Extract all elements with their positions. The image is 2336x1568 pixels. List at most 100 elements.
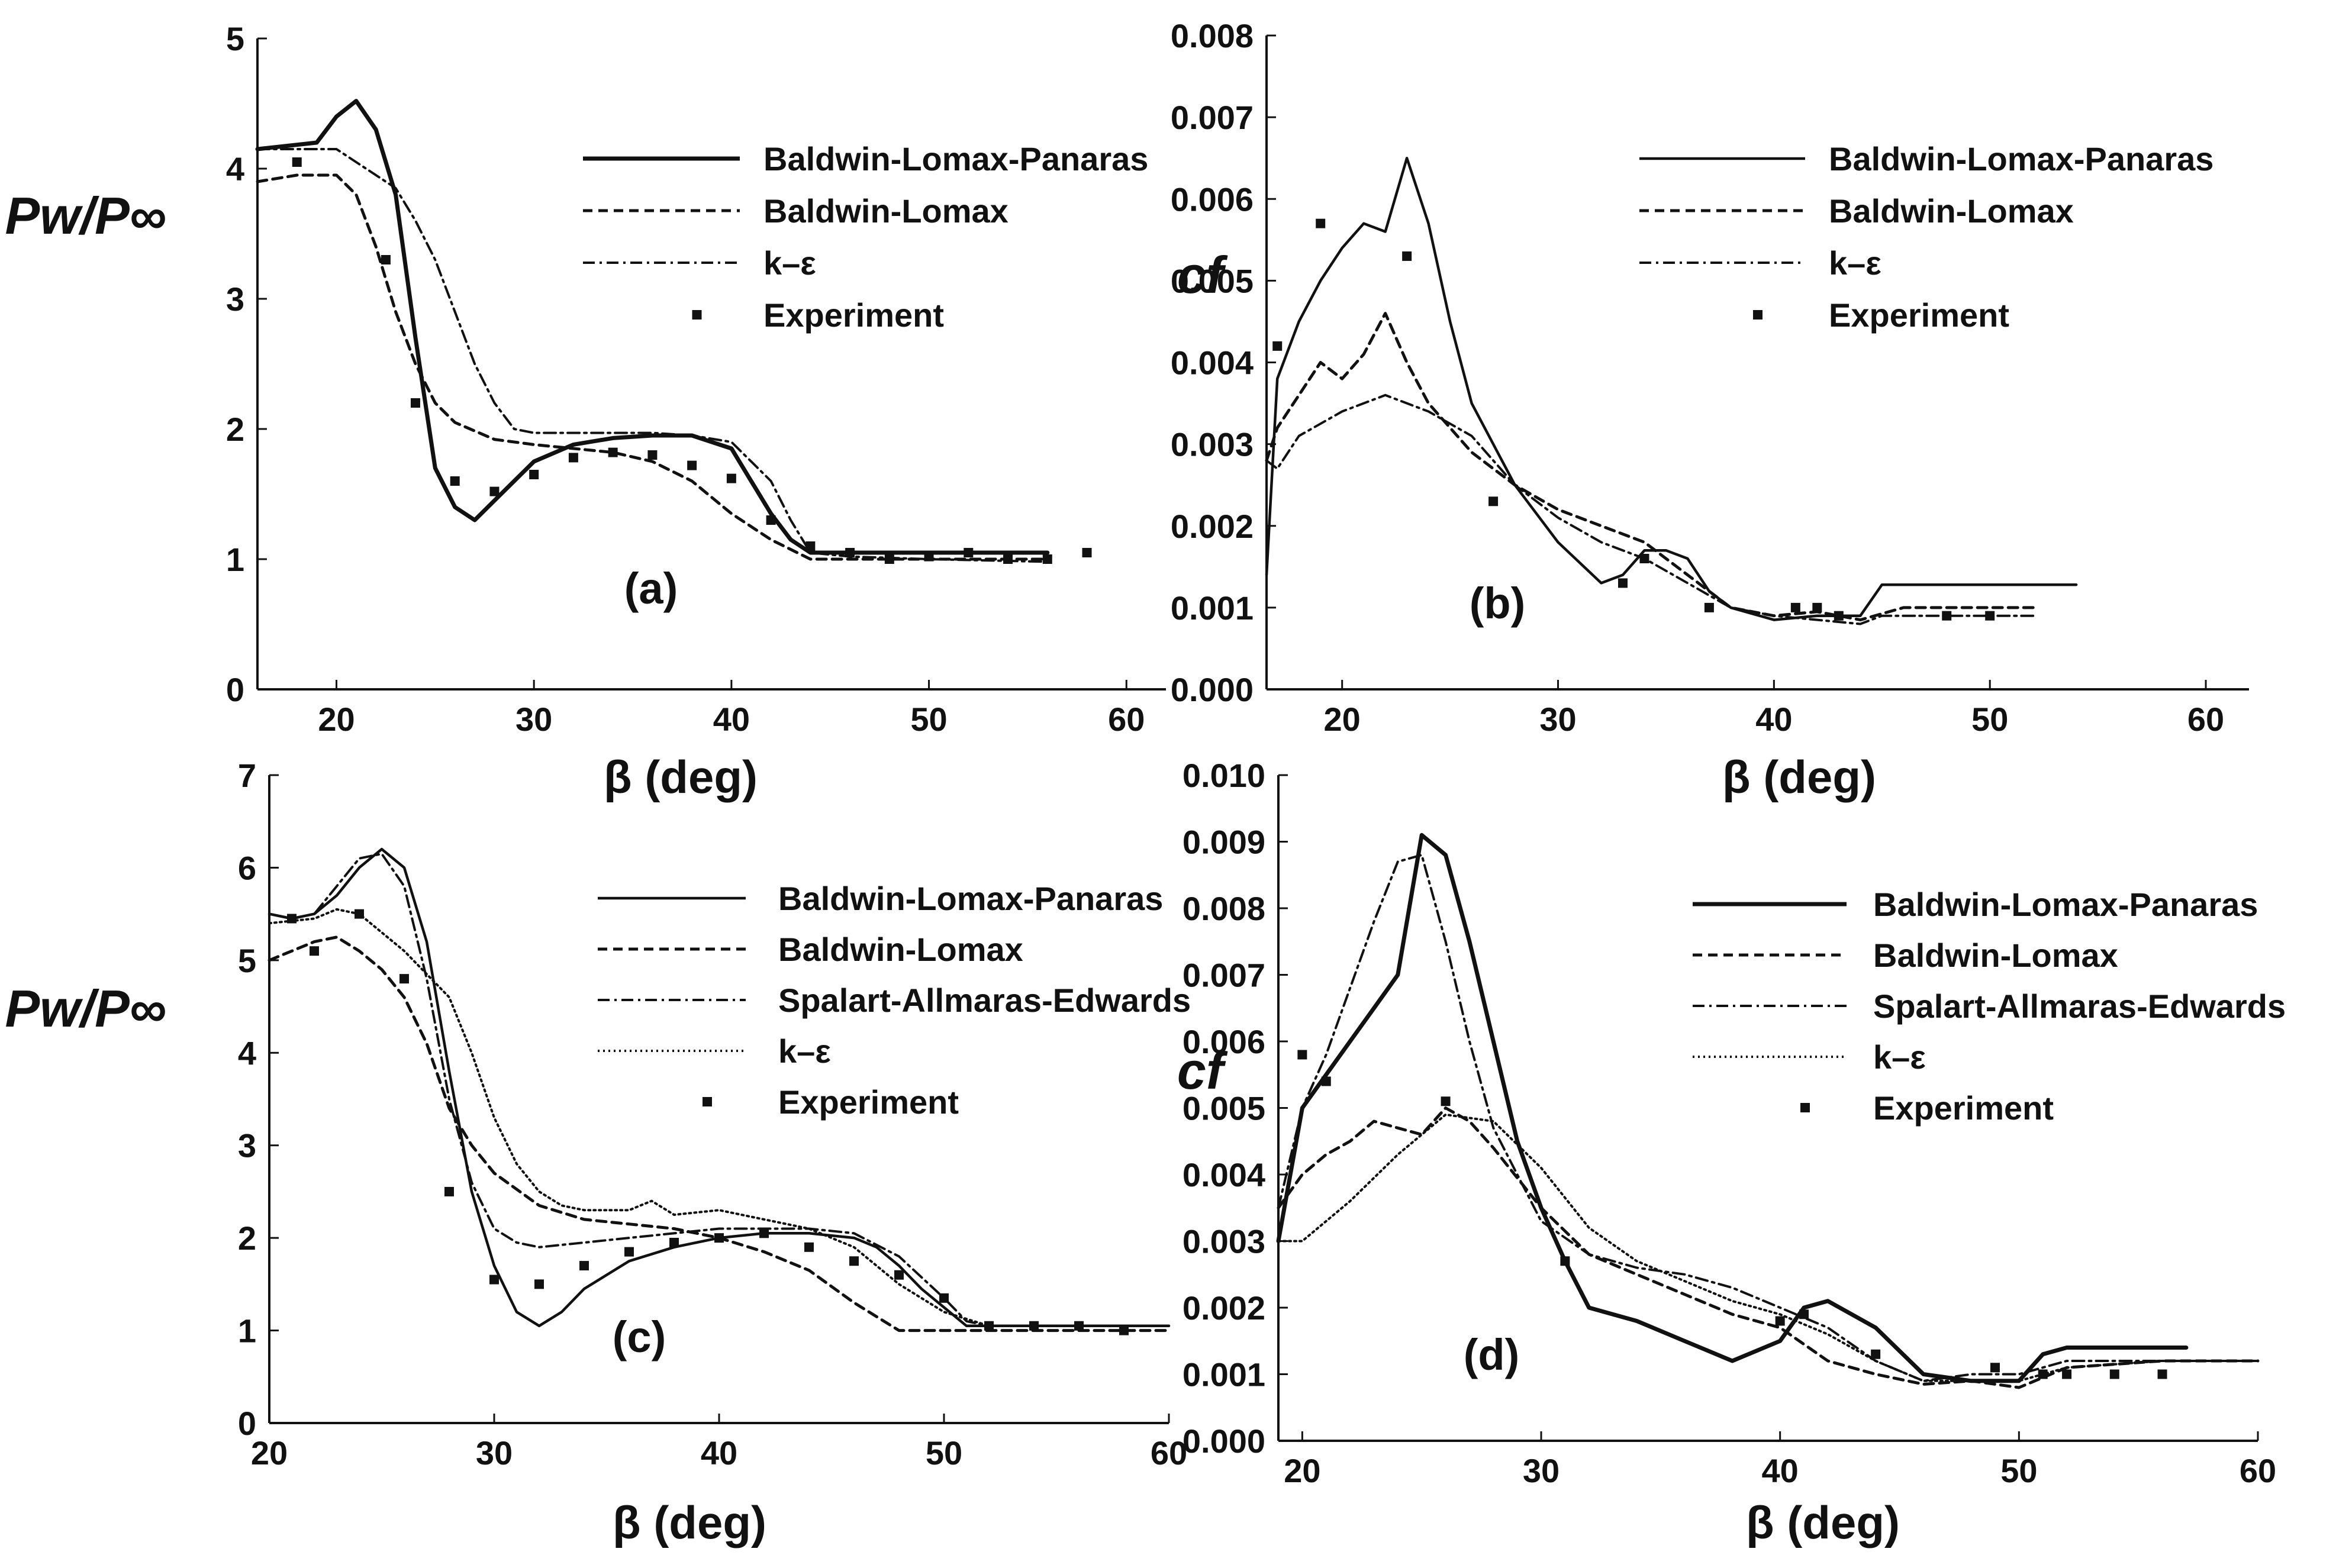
experiment-data-point [1074, 1321, 1084, 1331]
experiment-data-point [804, 1242, 814, 1252]
experiment-data-point [1297, 1050, 1307, 1060]
legend-label: Baldwin-Lomax [1873, 937, 2118, 974]
experiment-data-point [1029, 1321, 1039, 1331]
x-tick-label: 50 [910, 701, 947, 738]
y-tick-label: 1 [238, 1312, 256, 1350]
experiment-data-point [1812, 602, 1822, 612]
x-tick-label: 20 [1284, 1452, 1320, 1489]
legend-label: k–ε [763, 244, 816, 282]
experiment-data-point [924, 551, 934, 562]
experiment-data-point [355, 909, 364, 919]
series-line-k- [1265, 393, 2035, 625]
legend-marker [703, 1097, 712, 1106]
y-axis-label: Pw/P∞ [5, 979, 166, 1038]
chart-panel-d: 20 30 40 50 60 0.000 0.001 0.002 0.003 0.004 0.005… [1177, 757, 2286, 1548]
series-line-baldwin-lomax [256, 173, 1049, 561]
x-tick-label: 60 [1108, 701, 1145, 738]
x-tick-label: 60 [1151, 1434, 1187, 1472]
x-tick-label: 40 [701, 1434, 737, 1472]
experiment-data-point [1790, 602, 1800, 612]
experiment-data-point [1871, 1349, 1881, 1359]
legend-label: Baldwin-Lomax-Panaras [1829, 140, 2213, 178]
experiment-data-point [1321, 1076, 1331, 1086]
experiment-data-point [608, 447, 618, 457]
y-tick-label: 0.002 [1171, 508, 1254, 545]
legend-label: Experiment [1873, 1089, 2054, 1127]
experiment-data-point [1942, 611, 1952, 621]
y-tick-label: 5 [238, 942, 256, 979]
legend-label: Baldwin-Lomax-Panaras [778, 880, 1163, 917]
y-tick-label: 0.006 [1171, 180, 1254, 218]
y-axis-label: cf [1177, 1041, 1228, 1100]
y-tick-label: 0 [238, 1405, 256, 1442]
experiment-data-point [1441, 1096, 1451, 1106]
y-tick-label: 0.007 [1183, 957, 1265, 994]
series-line-k- [268, 908, 1170, 1327]
legend-marker [1800, 1103, 1810, 1112]
experiment-data-point [1003, 554, 1013, 564]
experiment-data-point [1618, 578, 1628, 588]
experiment-data-point [1834, 611, 1844, 621]
panel-label: (b) [1470, 579, 1526, 628]
experiment-data-point [1402, 251, 1412, 261]
experiment-data-point [579, 1261, 589, 1271]
experiment-data-point [1488, 496, 1499, 506]
y-tick-label: 0.008 [1183, 890, 1265, 927]
experiment-data-point [1560, 1256, 1570, 1266]
x-tick-label: 50 [2000, 1452, 2037, 1489]
experiment-data-point [845, 548, 855, 557]
legend-label: Experiment [763, 296, 944, 334]
series-line-spalart-allmaras-edwards [268, 853, 1170, 1327]
panel-label: (d) [1464, 1330, 1520, 1379]
experiment-data-point [849, 1256, 859, 1266]
series-line-spalart-allmaras-edwards [1277, 854, 2259, 1382]
x-axis-label: β (deg) [613, 1496, 766, 1548]
x-tick-label: 20 [318, 701, 355, 738]
experiment-data-point [884, 554, 894, 564]
x-tick-label: 40 [1755, 701, 1792, 738]
series-line-k- [1277, 1113, 2259, 1382]
y-tick-label: 0.000 [1171, 671, 1254, 708]
experiment-data-point [984, 1321, 994, 1331]
y-axis-label: Pw/P∞ [5, 186, 166, 245]
legend-label: Baldwin-Lomax-Panaras [1873, 886, 2258, 923]
y-tick-label: 6 [238, 849, 256, 886]
legend-marker [1753, 310, 1763, 320]
legend-label: k–ε [1829, 244, 1881, 282]
legend-label: Spalart-Allmaras-Edwards [1873, 988, 2286, 1025]
x-tick-label: 60 [2240, 1452, 2276, 1489]
panel-label: (c) [613, 1312, 666, 1361]
y-tick-label: 0.003 [1171, 426, 1254, 463]
y-tick-label: 2 [226, 411, 244, 448]
experiment-data-point [410, 398, 420, 408]
y-tick-label: 5 [226, 20, 244, 57]
x-tick-label: 50 [1971, 701, 2008, 738]
experiment-data-point [1775, 1316, 1785, 1326]
y-tick-label: 3 [238, 1127, 256, 1164]
experiment-data-point [624, 1247, 634, 1257]
experiment-data-point [310, 946, 319, 956]
series-line-baldwin-lomax-panaras [1276, 833, 2189, 1383]
x-tick-label: 20 [251, 1434, 288, 1472]
experiment-data-point [529, 470, 539, 479]
y-tick-label: 4 [226, 150, 244, 188]
chart-panel-a: 20 30 40 50 60 0 1 2 3 4 5 β (deg) Pw/P∞ (a) Baldwin-L… [5, 20, 1166, 803]
y-tick-label: 0.002 [1183, 1289, 1265, 1327]
experiment-data-point [292, 157, 302, 167]
x-tick-label: 30 [476, 1434, 513, 1472]
series-line-baldwin-lomax-panaras [255, 99, 1050, 555]
experiment-data-point [489, 486, 500, 496]
experiment-data-point [894, 1270, 904, 1280]
panel-label: (a) [624, 564, 678, 613]
experiment-data-point [759, 1228, 769, 1238]
legend-label: k–ε [778, 1033, 831, 1070]
experiment-data-point [805, 541, 816, 551]
x-axis-label: β (deg) [1746, 1496, 1900, 1548]
experiment-data-point [964, 548, 974, 557]
x-tick-label: 40 [1762, 1452, 1799, 1489]
experiment-data-point [647, 450, 658, 460]
series-line-baldwin-lomax [1265, 312, 2035, 622]
experiment-data-point [714, 1233, 724, 1243]
x-tick-label: 30 [1523, 1452, 1560, 1489]
experiment-data-point [939, 1293, 949, 1303]
